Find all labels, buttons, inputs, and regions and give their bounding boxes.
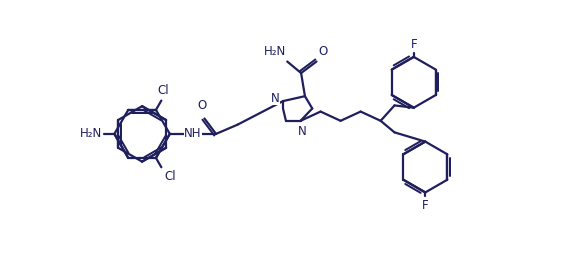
Text: O: O bbox=[198, 99, 207, 112]
Text: N: N bbox=[298, 125, 307, 138]
Text: Cl: Cl bbox=[164, 170, 176, 183]
Text: F: F bbox=[422, 199, 429, 211]
Text: Cl: Cl bbox=[157, 84, 168, 98]
Text: O: O bbox=[319, 45, 328, 58]
Text: F: F bbox=[410, 38, 417, 51]
Text: H₂N: H₂N bbox=[264, 46, 286, 58]
Text: NH: NH bbox=[184, 127, 202, 140]
Text: N: N bbox=[271, 92, 280, 105]
Text: H₂N: H₂N bbox=[80, 127, 102, 140]
